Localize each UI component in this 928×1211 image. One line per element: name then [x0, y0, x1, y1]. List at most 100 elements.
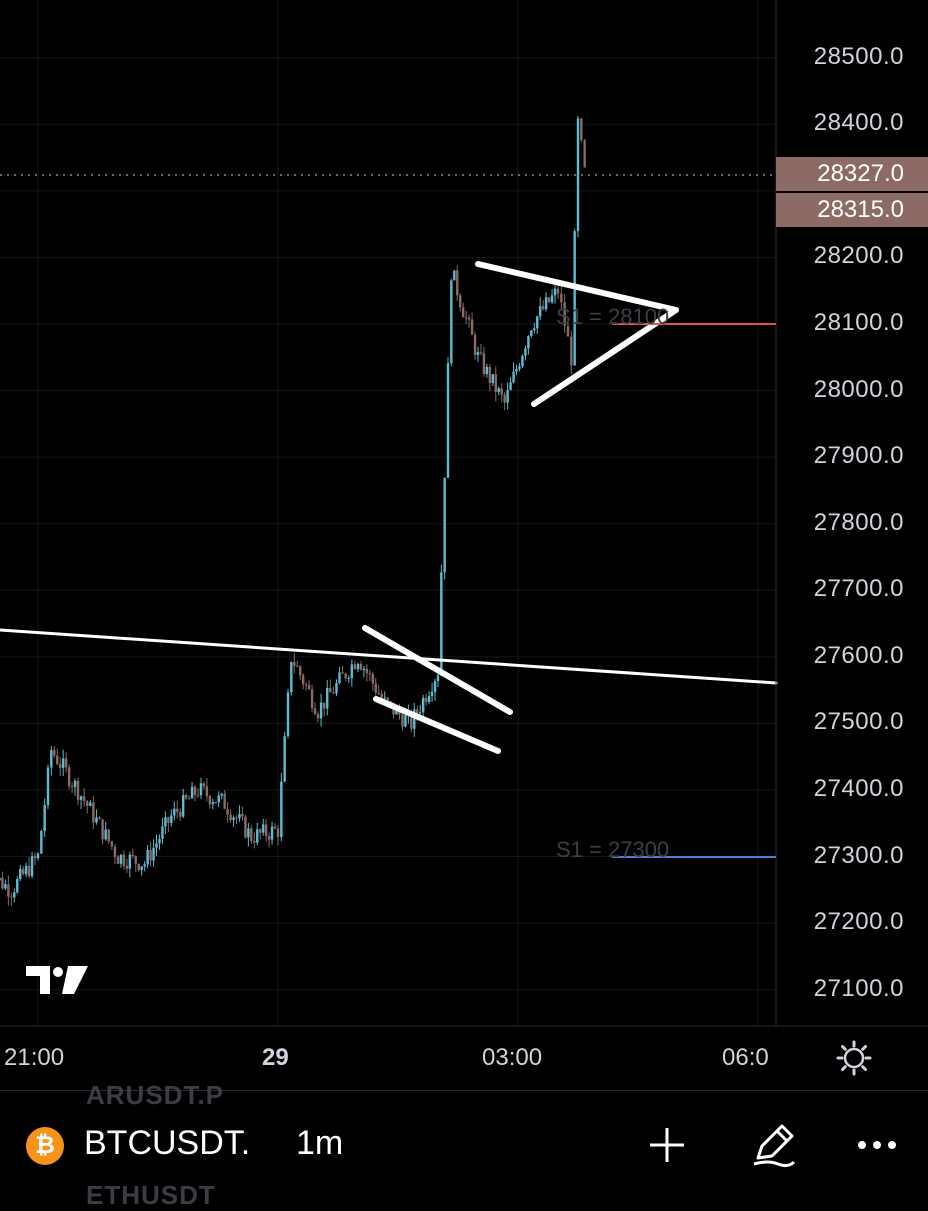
candle-body: [1, 877, 4, 889]
candle-body: [362, 668, 366, 670]
candle-body: [421, 697, 425, 713]
candle-body: [82, 796, 86, 802]
candle-body: [202, 783, 206, 787]
candle-body: [196, 795, 200, 797]
candle-body: [149, 849, 152, 861]
candle-body: [173, 808, 176, 816]
candle-body: [332, 692, 335, 694]
candle-body: [544, 297, 548, 310]
candle-body: [290, 661, 293, 693]
candle-body: [155, 843, 158, 848]
candle-body: [273, 826, 277, 829]
candle-body: [456, 270, 459, 296]
tradingview-logo-icon: [26, 966, 88, 994]
price-chart[interactable]: S1 = 28100 S1 = 27300: [0, 0, 928, 1090]
candle-body: [307, 685, 311, 690]
symbol-button[interactable]: BTCUSDT.: [84, 1124, 251, 1162]
candle-body: [267, 836, 271, 840]
candle-body: [473, 334, 477, 356]
candle-body: [536, 316, 539, 329]
candle-body: [319, 702, 323, 719]
candle-body: [199, 783, 203, 796]
candle-body: [338, 672, 341, 683]
candle-body: [270, 826, 274, 840]
candle-body: [107, 829, 110, 842]
candle-body: [433, 681, 437, 692]
price-label: 27300.0: [813, 841, 904, 869]
candle-body: [356, 663, 360, 670]
candle-body: [500, 388, 503, 395]
support-label: S1 = 27300: [556, 837, 669, 862]
candle-body: [4, 884, 7, 889]
candle-body: [27, 865, 31, 877]
candle-body: [158, 839, 161, 844]
candle-body: [264, 824, 268, 837]
candle-body: [341, 672, 344, 674]
candle-body: [446, 363, 450, 478]
candle-body: [61, 758, 65, 768]
candle-body: [470, 319, 474, 335]
chart-grid: [0, 0, 776, 1026]
candle-body: [21, 869, 25, 875]
candle-body: [503, 394, 506, 403]
candle-body: [211, 802, 215, 805]
candle-body: [276, 828, 280, 838]
price-label: 27900.0: [813, 442, 904, 470]
candle-body: [86, 801, 89, 806]
candle-body: [283, 736, 286, 782]
candle-body: [164, 817, 167, 827]
candle-body: [383, 697, 386, 699]
candle-body: [67, 767, 71, 787]
candle-body: [181, 794, 185, 817]
candle-body: [453, 270, 456, 281]
bitcoin-coin-icon: ₿: [26, 1127, 64, 1165]
candle-body: [146, 849, 149, 865]
candle-body: [122, 854, 126, 866]
candle-body: [450, 280, 453, 364]
candle-body: [347, 677, 350, 679]
candle-body: [116, 856, 120, 864]
candle-body: [241, 814, 244, 817]
candle-body: [286, 692, 290, 737]
candle-body: [515, 368, 518, 372]
candle-body: [187, 798, 191, 800]
second-price-tag: 28315.0: [776, 193, 928, 227]
candle-body: [64, 758, 68, 768]
candle-body: [310, 689, 314, 709]
candle-body: [518, 366, 521, 369]
price-label: 28100.0: [813, 309, 904, 336]
settings-gear-icon[interactable]: [836, 1040, 872, 1076]
candle-body: [494, 374, 497, 393]
candle-body: [539, 306, 542, 317]
candle-body: [50, 750, 53, 768]
candle-body: [152, 847, 155, 861]
candle-body: [184, 794, 188, 799]
candle-body: [322, 702, 326, 709]
plus-icon[interactable]: [642, 1120, 692, 1170]
price-label: 27200.0: [813, 908, 904, 936]
candle-body: [316, 714, 320, 719]
candle-body: [208, 796, 212, 805]
candle-body: [223, 793, 226, 809]
time-label-2100: 21:00: [4, 1044, 65, 1071]
pencil-icon[interactable]: [748, 1120, 798, 1170]
candle-body: [299, 666, 302, 676]
candle-body: [459, 295, 462, 308]
price-label: 27100.0: [813, 974, 904, 1002]
candle-body: [98, 817, 101, 820]
candle-body: [214, 802, 217, 804]
candle-body: [580, 118, 583, 141]
candle-body: [527, 336, 530, 349]
more-icon[interactable]: [852, 1120, 902, 1170]
candle-body: [190, 786, 194, 799]
candle-body: [92, 802, 95, 823]
interval-button[interactable]: 1m: [296, 1124, 344, 1162]
candle-body: [424, 697, 428, 702]
trendline: [0, 628, 778, 685]
candle-body: [247, 828, 250, 838]
candle-body: [179, 811, 182, 817]
candle-body: [530, 330, 533, 337]
candle-body: [491, 374, 495, 383]
candle-body: [482, 353, 486, 375]
price-label: 27700.0: [813, 575, 904, 603]
